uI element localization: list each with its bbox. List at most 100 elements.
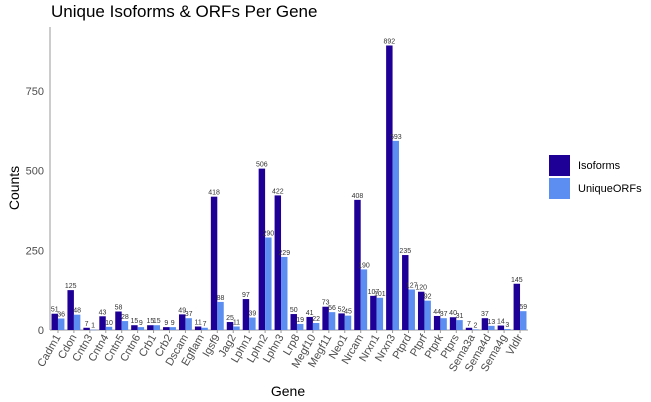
data-label: 59: [519, 304, 527, 311]
data-label: 28: [121, 314, 129, 321]
legend: Isoforms UniqueORFs: [549, 155, 642, 199]
data-label: 9: [164, 320, 168, 327]
bar-unique-orfs: [57, 318, 65, 330]
x-axis-title: Gene: [271, 383, 305, 399]
data-label: 101: [374, 291, 386, 298]
bar-isoforms: [147, 325, 154, 330]
bar-isoforms: [322, 306, 329, 330]
data-label: 3: [505, 322, 509, 329]
bar-unique-orfs: [89, 329, 97, 331]
data-label: 1: [91, 323, 95, 330]
data-label: 14: [497, 319, 505, 326]
data-label: 2: [474, 322, 478, 329]
data-label: 39: [248, 311, 256, 318]
bar-isoforms: [449, 317, 457, 330]
bar-unique-orfs: [376, 297, 384, 330]
bar-unique-orfs: [392, 140, 400, 330]
data-label: 58: [115, 305, 123, 312]
data-label: 593: [390, 134, 402, 141]
data-label: 408: [352, 193, 364, 200]
bar-unique-orfs: [344, 315, 352, 330]
legend-swatch-isoforms: [549, 155, 570, 176]
bar-unique-orfs: [201, 327, 208, 330]
bar-isoforms: [338, 313, 345, 330]
bar-isoforms: [258, 168, 266, 330]
data-label: 15: [153, 318, 161, 325]
bar-isoforms: [115, 311, 122, 330]
bar-unique-orfs: [440, 318, 447, 330]
data-label: 11: [194, 319, 201, 326]
bar-isoforms: [178, 314, 186, 330]
bar-isoforms: [433, 315, 441, 330]
data-label: 9: [171, 320, 175, 327]
data-label: 22: [312, 316, 320, 323]
bar-unique-orfs: [520, 311, 527, 330]
data-label: 9: [139, 320, 143, 327]
data-label: 50: [290, 307, 298, 314]
bar-unique-orfs: [456, 320, 463, 330]
data-label: 506: [256, 162, 268, 169]
bar-isoforms: [465, 327, 473, 330]
data-label: 235: [399, 248, 411, 255]
y-axis-title: Counts: [6, 166, 22, 210]
bar-unique-orfs: [408, 289, 415, 330]
bar-isoforms: [131, 325, 138, 330]
bar-unique-orfs: [121, 321, 129, 330]
data-label: 37: [481, 311, 489, 318]
bar-unique-orfs: [312, 322, 320, 330]
data-label: 422: [272, 188, 284, 195]
data-label: 7: [203, 321, 207, 328]
bar-isoforms: [210, 196, 218, 330]
bar-isoforms: [386, 45, 393, 330]
data-label: 107: [368, 289, 380, 296]
data-label: 45: [344, 309, 352, 316]
data-label: 190: [358, 262, 370, 269]
bar-unique-orfs: [233, 326, 240, 330]
bar-isoforms: [481, 318, 489, 330]
bar-unique-orfs: [296, 323, 304, 330]
bar-unique-orfs: [360, 269, 368, 330]
data-label: 73: [322, 300, 330, 307]
data-label: 145: [511, 277, 523, 284]
bar-unique-orfs: [185, 318, 192, 330]
data-label: 127: [406, 282, 418, 289]
bar-isoforms: [194, 326, 202, 330]
bar-isoforms: [417, 291, 425, 330]
bar-isoforms: [67, 290, 74, 330]
data-label: 892: [383, 38, 395, 45]
bar-isoforms: [242, 299, 250, 330]
bar-unique-orfs: [217, 301, 224, 330]
legend-label-isoforms: Isoforms: [578, 160, 621, 172]
data-label: 120: [415, 285, 427, 292]
data-label: 37: [440, 311, 448, 318]
data-label: 15: [146, 318, 154, 325]
data-label: 52: [338, 306, 346, 313]
data-label: 48: [73, 308, 81, 315]
bar-isoforms: [497, 325, 505, 330]
data-label: 51: [51, 307, 59, 314]
data-label: 10: [105, 320, 113, 327]
data-label: 290: [262, 231, 274, 238]
bar-unique-orfs: [472, 329, 479, 330]
bar-isoforms: [290, 314, 297, 330]
bar-isoforms: [83, 327, 90, 330]
bar-unique-orfs: [328, 312, 336, 330]
data-label: 15: [131, 318, 139, 325]
bar-unique-orfs: [105, 326, 113, 330]
data-label: 49: [178, 307, 186, 314]
bar-unique-orfs: [153, 325, 161, 330]
data-label: 97: [242, 292, 250, 299]
bar-unique-orfs: [265, 237, 272, 330]
data-label: 43: [99, 309, 107, 316]
data-label: 88: [217, 295, 225, 302]
y-tick-label: 750: [26, 86, 44, 98]
data-label: 56: [328, 305, 336, 312]
data-label: 11: [233, 319, 240, 326]
data-label: 13: [487, 319, 495, 326]
bar-isoforms: [274, 195, 282, 330]
bar-isoforms: [513, 283, 521, 330]
y-tick-label: 500: [26, 166, 44, 178]
bar-unique-orfs: [281, 256, 288, 330]
bar-isoforms: [226, 322, 234, 330]
